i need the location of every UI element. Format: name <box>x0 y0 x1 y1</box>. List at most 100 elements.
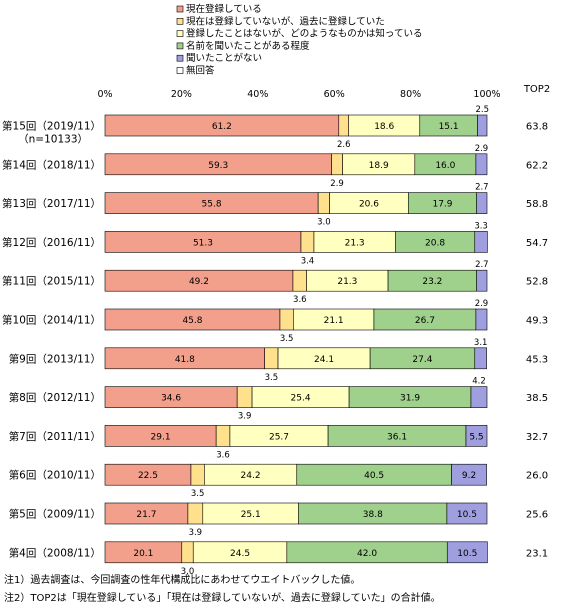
data-label-s2-r3: 21.3 <box>345 238 365 248</box>
data-label-s0-r11: 20.1 <box>133 549 153 559</box>
data-label-s0-r8: 29.1 <box>151 432 171 442</box>
top2-value-1: 62.2 <box>526 160 548 171</box>
data-label-s1-r3: 3.4 <box>301 256 315 266</box>
footnote-1: 注1）過去調査は、今回調査の性年代構成比にあわせてウエイトバックした値。 <box>4 575 361 586</box>
legend-label-0: 現在登録している <box>186 3 262 15</box>
category-label-9: 第6回（2010/11） <box>9 469 101 482</box>
data-label-s2-r5: 21.1 <box>324 316 344 326</box>
top2-value-11: 23.1 <box>526 548 548 559</box>
x-axis: 0% 20% 40% 60% 80% 100% <box>97 89 500 100</box>
x-tick-label-0: 0% <box>97 89 112 100</box>
data-label-s0-r0: 61.2 <box>212 122 232 132</box>
bar-segment-s1-r4 <box>292 269 307 292</box>
x-tick-label-4: 80% <box>400 89 421 100</box>
legend-swatch-2 <box>176 30 184 37</box>
data-label-s1-r5: 3.5 <box>280 334 294 344</box>
data-label-s4-r3: 3.3 <box>474 221 488 231</box>
category-label-11: 第4回（2008/11） <box>9 546 101 559</box>
data-label-s3-r3: 20.8 <box>425 238 445 248</box>
data-label-s4-r9: 9.2 <box>462 471 476 481</box>
legend-swatch-0 <box>176 5 184 13</box>
data-label-s0-r6: 41.8 <box>175 355 195 365</box>
bar-segment-s1-r8 <box>215 425 231 447</box>
data-label-s4-r2: 2.7 <box>475 183 489 193</box>
data-label-s1-r9: 3.5 <box>191 489 205 499</box>
data-label-s0-r1: 59.3 <box>208 161 228 171</box>
category-label-4: 第11回（2015/11） <box>2 275 101 288</box>
data-label-s2-r9: 24.2 <box>241 471 261 481</box>
data-label-s3-r2: 17.9 <box>432 200 452 210</box>
category-label-8: 第7回（2011/11） <box>9 430 101 443</box>
bar-segment-s1-r9 <box>190 463 205 486</box>
data-label-s4-r11: 10.5 <box>457 549 477 559</box>
data-label-s1-r0: 2.6 <box>337 140 351 150</box>
data-label-s4-r0: 2.5 <box>475 105 489 115</box>
data-label-s4-r6: 3.1 <box>474 338 488 348</box>
category-label-6: 第9回（2013/11） <box>9 352 101 365</box>
top2-value-10: 25.6 <box>526 510 548 521</box>
data-label-s2-r2: 20.6 <box>359 200 379 210</box>
data-label-s2-r10: 25.1 <box>241 510 261 520</box>
legend-swatch-4 <box>176 54 184 62</box>
data-label-s4-r5: 2.9 <box>475 299 489 309</box>
data-label-s1-r11: 3.0 <box>181 567 195 577</box>
bar-segment-s1-r11 <box>181 541 194 564</box>
legend-label-5: 無回答 <box>186 65 215 77</box>
data-label-s4-r10: 10.5 <box>457 510 477 520</box>
data-label-s3-r5: 26.7 <box>415 316 435 326</box>
category-label-1: 第14回（2018/11） <box>2 158 101 171</box>
bar-segment-s4-r2 <box>476 192 488 214</box>
top2-value-4: 52.8 <box>526 277 548 288</box>
bar-segment-s1-r5 <box>279 308 294 331</box>
legend-label-1: 現在は登録していないが、過去に登録していた <box>186 15 385 27</box>
bar-segment-s4-r11 <box>446 541 488 564</box>
data-label-s0-r2: 55.8 <box>202 200 222 210</box>
x-tick-label-1: 20% <box>171 89 192 100</box>
bar-segment-s1-r10 <box>187 502 204 525</box>
category-label-7: 第8回（2012/11） <box>9 391 101 404</box>
data-label-s1-r2: 3.0 <box>317 218 331 228</box>
data-label-s1-r7: 3.9 <box>238 412 252 422</box>
bar-segment-s4-r8 <box>465 425 488 447</box>
legend: 現在登録している現在は登録していないが、過去に登録していた登録したことはないが、… <box>176 3 422 77</box>
data-label-s1-r4: 3.6 <box>293 295 307 305</box>
data-label-s2-r1: 18.9 <box>369 161 389 171</box>
data-label-s3-r8: 36.1 <box>387 432 407 442</box>
top2-value-8: 32.7 <box>526 432 548 443</box>
data-label-s3-r6: 27.4 <box>412 355 432 365</box>
data-label-s0-r3: 51.3 <box>193 238 213 248</box>
bar-segment-s1-r1 <box>331 153 343 176</box>
bar-segment-s1-r2 <box>317 192 330 214</box>
data-label-s1-r10: 3.9 <box>189 528 203 538</box>
x-tick-label-5: 100% <box>473 89 500 100</box>
data-label-s1-r8: 3.6 <box>216 450 230 460</box>
top2-value-5: 49.3 <box>526 316 548 327</box>
bar-rows: 第15回（2019/11）（n=10133） 61.2 2.6 18.6 15.1 2.5… <box>2 105 489 577</box>
category-label-10: 第5回（2009/11） <box>9 508 101 521</box>
data-label-s2-r6: 24.1 <box>314 355 334 365</box>
category-subtitle: （n=10133） <box>18 134 88 146</box>
category-label-5: 第10回（2014/11） <box>2 314 101 327</box>
data-label-s0-r10: 21.7 <box>136 510 156 520</box>
data-label-s0-r9: 22.5 <box>138 471 158 481</box>
data-label-s0-r7: 34.6 <box>161 394 181 404</box>
category-label-2: 第13回（2017/11） <box>2 197 101 210</box>
bar-segment-s4-r6 <box>474 347 487 370</box>
legend-swatch-1 <box>176 17 184 25</box>
data-label-s3-r11: 42.0 <box>357 549 377 559</box>
top2-value-0: 63.8 <box>526 122 548 133</box>
bar-segment-s1-r0 <box>338 114 350 137</box>
data-label-s3-r9: 40.5 <box>364 471 384 481</box>
bar-segment-s4-r9 <box>451 463 487 486</box>
category-label-3: 第12回（2016/11） <box>2 236 101 249</box>
data-label-s4-r7: 4.2 <box>472 377 486 387</box>
top2-value-7: 38.5 <box>526 393 548 404</box>
data-label-s4-r1: 2.9 <box>475 144 489 154</box>
top2-column: TOP2 63.8 62.2 58.8 54.7 52.8 49.3 45.3 38.5 32.… <box>523 84 550 559</box>
legend-label-2: 登録したことはないが、どのようなものかは知っている <box>186 28 422 40</box>
legend-label-3: 名前を聞いたことがある程度 <box>186 40 310 52</box>
bar-segment-s4-r10 <box>446 502 488 525</box>
data-label-s4-r8: 5.5 <box>469 432 483 442</box>
data-label-s0-r5: 45.8 <box>182 316 202 326</box>
